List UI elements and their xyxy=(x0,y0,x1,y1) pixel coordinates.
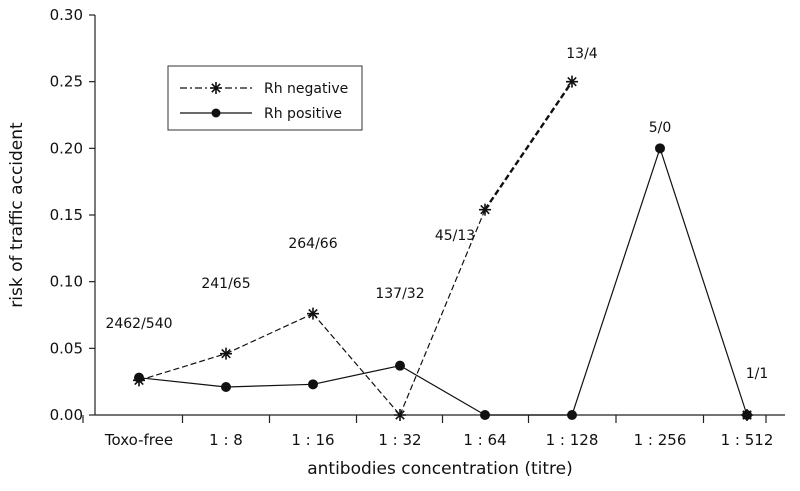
rh-positive-point xyxy=(480,410,490,420)
data-label: 264/66 xyxy=(288,236,337,252)
rh-positive-segment xyxy=(225,383,314,388)
x-ticks: Toxo-free 1 : 8 1 : 16 1 : 32 1 : 64 1 : 128 1… xyxy=(82,415,774,449)
annotations: 2462/540 241/65 264/66 137/32 45/13 13/4 5/0 1/… xyxy=(105,46,768,382)
legend-star-shape xyxy=(210,82,222,94)
x-tick-label: 1 : 512 xyxy=(721,431,774,449)
y-tick-label: 0.15 xyxy=(50,206,83,224)
legend-box xyxy=(167,65,363,131)
rh-positive-segment xyxy=(312,365,401,385)
rh-negative-segment xyxy=(138,353,227,381)
x-tick-label: 1 : 32 xyxy=(378,431,421,449)
rh-negative-point xyxy=(394,409,406,421)
rh-positive-segment xyxy=(571,148,661,416)
rh-positive-point xyxy=(742,410,752,420)
x-tick-label: 1 : 8 xyxy=(209,431,243,449)
x-tick-label: 1 : 128 xyxy=(546,431,599,449)
rh-negative-point xyxy=(307,307,319,320)
x-tick-label: 1 : 256 xyxy=(634,431,687,449)
y-tick-label: 0.00 xyxy=(50,406,83,424)
rh-positive-segment xyxy=(399,365,486,416)
rh-positive-segment xyxy=(659,148,748,416)
legend-marker-rh-negative xyxy=(210,82,222,94)
data-label: 2462/540 xyxy=(105,316,172,332)
rh-negative-point xyxy=(479,203,491,216)
y-tick-label: 0.20 xyxy=(50,139,83,157)
x-tick-label: 1 : 16 xyxy=(291,431,334,449)
rh-negative-point xyxy=(566,75,578,88)
data-label: 241/65 xyxy=(201,276,250,292)
data-label: 1/1 xyxy=(746,366,769,382)
rh-positive-point xyxy=(395,360,405,371)
rh-negative-segment xyxy=(225,313,314,355)
y-tick-label: 0.25 xyxy=(50,73,83,91)
data-label: 13/4 xyxy=(566,46,598,62)
rh-negative-segment xyxy=(399,209,486,416)
rh-negative-segment xyxy=(312,313,401,416)
data-label: 5/0 xyxy=(649,120,672,136)
y-axis-title: risk of traffic accident xyxy=(7,122,27,308)
legend-label-rh-positive: Rh positive xyxy=(264,106,342,122)
x-tick-label: 1 : 64 xyxy=(463,431,506,449)
rh-positive-segment xyxy=(138,377,227,388)
rh-positive-point xyxy=(655,143,665,154)
series-group xyxy=(133,75,753,421)
legend: Rh negative Rh positive xyxy=(167,65,363,131)
data-label: 137/32 xyxy=(375,286,424,302)
x-tick-label: Toxo-free xyxy=(104,431,173,449)
data-label: 45/13 xyxy=(435,228,475,244)
y-tick-label: 0.30 xyxy=(50,6,83,24)
rh-positive-point xyxy=(308,379,318,390)
y-tick-label: 0.05 xyxy=(50,339,83,357)
rh-positive-point xyxy=(221,382,231,392)
legend-marker-rh-positive xyxy=(211,108,221,118)
y-ticks: 0.00 0.05 0.10 0.15 0.20 0.25 0.30 xyxy=(50,6,95,424)
legend-label-rh-negative: Rh negative xyxy=(264,81,348,97)
rh-negative-point xyxy=(220,347,232,360)
rh-negative-segment xyxy=(484,80,573,211)
y-tick-label: 0.10 xyxy=(50,273,83,291)
x-axis-title: antibodies concentration (titre) xyxy=(307,459,573,479)
rh-positive-point xyxy=(567,410,577,420)
rh-positive-point xyxy=(134,372,144,383)
